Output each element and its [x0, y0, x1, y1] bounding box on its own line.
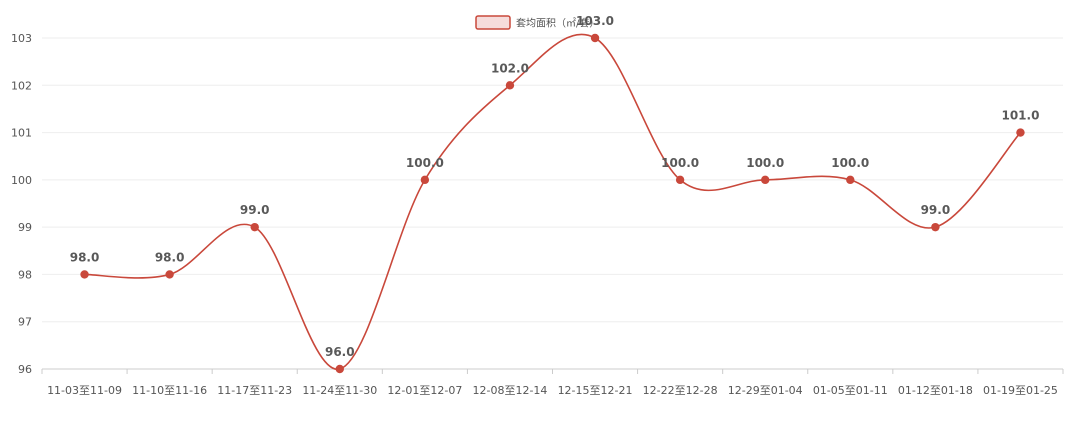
- legend-swatch[interactable]: [475, 15, 511, 30]
- x-tick-label: 11-17至11-23: [217, 384, 292, 397]
- data-point[interactable]: [590, 33, 600, 43]
- data-point[interactable]: [931, 222, 940, 232]
- y-tick-label: 103: [11, 32, 32, 45]
- data-label: 103.0: [576, 14, 614, 28]
- data-point[interactable]: [420, 175, 430, 185]
- data-label: 100.0: [746, 156, 784, 170]
- data-points: [80, 33, 1025, 374]
- data-point[interactable]: [1016, 128, 1025, 137]
- data-label: 102.0: [491, 61, 529, 75]
- y-tick-label: 99: [18, 221, 32, 234]
- data-label: 100.0: [831, 156, 869, 170]
- data-point[interactable]: [505, 81, 515, 90]
- data-point[interactable]: [80, 270, 89, 279]
- data-point[interactable]: [761, 175, 770, 185]
- data-label: 98.0: [70, 250, 100, 264]
- y-tick-label: 97: [18, 316, 32, 329]
- axes: 96 97 98 99 100 101 102 103 11-03至11-09 11-10至11-…: [11, 32, 1064, 397]
- x-tick-label: 11-03至11-09: [47, 384, 122, 397]
- x-tick-label: 12-08至12-14: [472, 384, 547, 397]
- x-tick-label: 01-05至01-11: [813, 384, 888, 397]
- x-tick-label: 12-22至12-28: [643, 384, 718, 397]
- data-point[interactable]: [675, 175, 685, 185]
- data-point[interactable]: [250, 222, 259, 232]
- x-tick-label: 11-10至11-16: [132, 384, 207, 397]
- data-label: 96.0: [325, 345, 355, 359]
- series-line: [84, 33, 1022, 370]
- legend-label[interactable]: 套均面积（㎡/套）: [516, 17, 599, 30]
- y-tick-label: 98: [18, 268, 32, 281]
- y-tick-label: 96: [18, 363, 32, 376]
- data-label: 100.0: [406, 156, 444, 170]
- x-tick-label: 12-01至12-07: [387, 384, 462, 397]
- x-tick-label: 01-12至01-18: [898, 384, 973, 397]
- legend[interactable]: 套均面积（㎡/套）: [475, 15, 599, 30]
- data-label: 99.0: [240, 203, 270, 217]
- series-lines: [84, 33, 1022, 370]
- y-tick-label: 100: [11, 174, 32, 187]
- data-label: 101.0: [1001, 109, 1039, 123]
- data-labels: 98.0 98.0 99.0 96.0 100.0 102.0 103.0 100.0 100.…: [70, 14, 1040, 359]
- data-label: 99.0: [921, 203, 951, 217]
- grid-lines: [42, 37, 1063, 323]
- data-label: 100.0: [661, 156, 699, 170]
- x-tick-label: 01-19至01-25: [983, 384, 1058, 397]
- y-tick-label: 102: [11, 79, 32, 92]
- y-tick-label: 101: [11, 127, 32, 140]
- data-point[interactable]: [335, 364, 344, 374]
- x-tick-label: 11-24至11-30: [302, 384, 377, 397]
- x-tick-label: 12-29至01-04: [728, 384, 803, 397]
- x-tick-label: 12-15至12-21: [558, 384, 633, 397]
- data-label: 98.0: [155, 250, 185, 264]
- data-point[interactable]: [846, 175, 855, 185]
- data-point[interactable]: [165, 270, 174, 279]
